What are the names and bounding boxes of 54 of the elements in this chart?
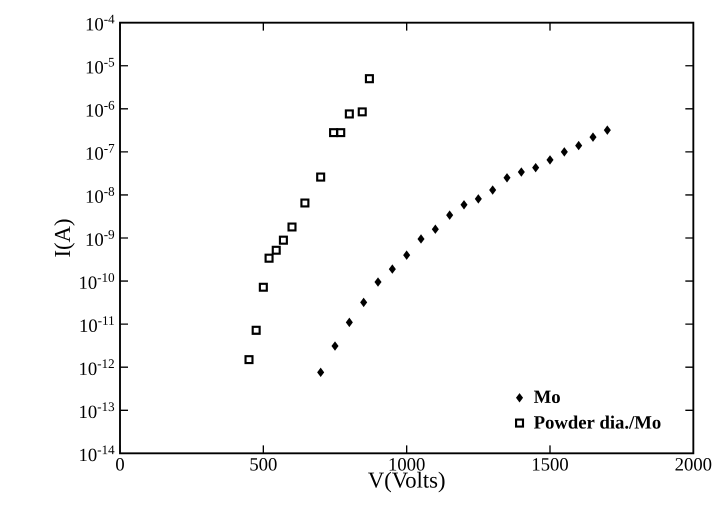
y-tick-label: 10$^{-13}$ bbox=[80, 402, 114, 418]
point bbox=[258, 282, 268, 292]
point bbox=[432, 224, 439, 234]
point bbox=[532, 163, 540, 172]
point bbox=[418, 234, 424, 244]
legend-label: Powder dia./Mo bbox=[534, 416, 660, 429]
point bbox=[346, 318, 353, 327]
point bbox=[575, 141, 582, 150]
point bbox=[244, 355, 254, 364]
x-tick-label: 1500 bbox=[532, 458, 568, 471]
point bbox=[278, 236, 288, 245]
point bbox=[287, 222, 297, 232]
y-tick-label: 10$^{-4}$ bbox=[86, 14, 114, 31]
point bbox=[590, 132, 596, 142]
point bbox=[374, 278, 382, 287]
point bbox=[489, 185, 496, 195]
y-tick-label: 10$^{-10}$ bbox=[80, 273, 114, 289]
y-tick-label: 10$^{-7}$ bbox=[86, 144, 114, 160]
x-tick-label: 500 bbox=[250, 458, 277, 471]
point bbox=[264, 254, 274, 263]
x-tick-label: 2000 bbox=[675, 458, 712, 471]
legend-label: Mo bbox=[534, 390, 560, 404]
y-tick-label: 10$^{-5}$ bbox=[86, 58, 114, 74]
x-tick-label: 1000 bbox=[390, 458, 425, 471]
point bbox=[560, 147, 568, 156]
point bbox=[388, 264, 396, 274]
point bbox=[316, 172, 326, 182]
point bbox=[344, 109, 354, 118]
point bbox=[332, 342, 338, 351]
point bbox=[336, 128, 346, 138]
point bbox=[364, 74, 374, 84]
point bbox=[360, 298, 368, 307]
x-tick-label: 0 bbox=[116, 458, 124, 471]
point bbox=[403, 250, 410, 260]
point bbox=[358, 107, 367, 116]
point bbox=[604, 126, 611, 135]
point bbox=[300, 198, 310, 208]
point bbox=[460, 200, 468, 210]
point bbox=[272, 246, 281, 255]
y-tick-label: 10$^{-11}$ bbox=[80, 316, 114, 332]
point bbox=[446, 210, 454, 220]
point bbox=[518, 168, 525, 177]
y-tick-label: 10$^{-8}$ bbox=[86, 187, 114, 203]
point bbox=[317, 368, 324, 377]
y-tick-label: 10$^{-12}$ bbox=[80, 359, 114, 376]
x-axis-title: V(Volts) bbox=[368, 472, 445, 492]
y-tick-label: 10$^{-6}$ bbox=[86, 100, 114, 117]
y-tick-label: 10$^{-14}$ bbox=[80, 445, 114, 462]
point bbox=[504, 173, 510, 182]
point bbox=[252, 326, 261, 335]
point bbox=[474, 194, 482, 204]
y-axis-title: I(A) bbox=[54, 220, 75, 257]
y-tick-label: 10$^{-9}$ bbox=[86, 230, 114, 246]
point bbox=[546, 155, 554, 164]
